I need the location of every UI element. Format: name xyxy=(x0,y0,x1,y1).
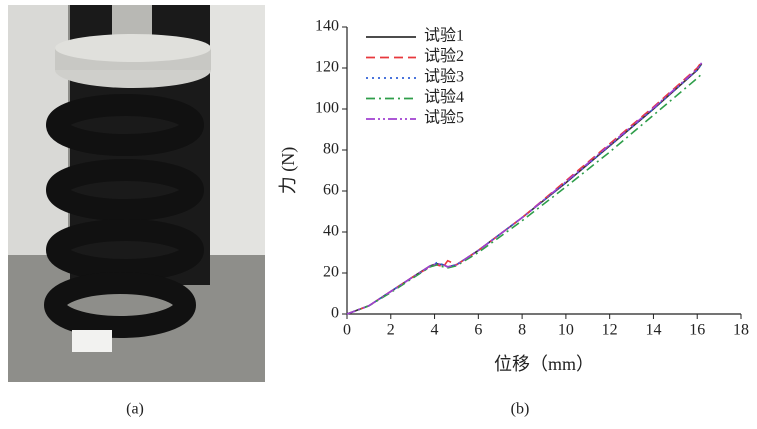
legend-label: 试验2 xyxy=(424,47,464,65)
y-tick-label: 60 xyxy=(323,182,339,199)
caption: (a) xyxy=(126,401,144,418)
series-line xyxy=(346,62,703,315)
x-tick-label: 0 xyxy=(343,322,351,339)
x-tick-label: 16 xyxy=(689,322,705,339)
x-tick-label: 2 xyxy=(387,322,395,339)
x-tick-label: 8 xyxy=(518,322,526,339)
series-line xyxy=(346,63,703,315)
x-tick-label: 6 xyxy=(474,322,482,339)
caption: (b) xyxy=(511,401,530,418)
x-tick-label: 18 xyxy=(733,322,749,339)
series-line xyxy=(346,73,703,315)
legend-label: 试验1 xyxy=(424,27,464,45)
y-tick-label: 0 xyxy=(331,305,339,322)
x-tick-label: 14 xyxy=(645,322,661,339)
x-axis-label: 位移（mm） xyxy=(494,354,594,374)
x-tick-label: 10 xyxy=(558,322,574,339)
y-tick-label: 80 xyxy=(323,141,339,158)
x-tick-label: 12 xyxy=(602,322,618,339)
x-tick-label: 4 xyxy=(431,322,439,339)
legend-label: 试验3 xyxy=(424,68,464,86)
y-tick-label: 20 xyxy=(323,264,339,281)
series-line xyxy=(346,61,703,315)
y-tick-label: 40 xyxy=(323,223,339,240)
y-tick-label: 120 xyxy=(315,59,339,76)
y-tick-label: 100 xyxy=(315,100,339,117)
y-axis-label: 力 (N) xyxy=(278,147,299,195)
legend-label: 试验4 xyxy=(424,88,464,106)
legend-label: 试验5 xyxy=(424,109,464,127)
chart: 0 2 4 6 8 10 12 14 16 18 0 20 40 60 80 100 120 140 位移（mm） 力… xyxy=(278,18,749,374)
series-line xyxy=(346,63,703,315)
y-tick-label: 140 xyxy=(315,18,339,35)
photo xyxy=(8,5,265,382)
